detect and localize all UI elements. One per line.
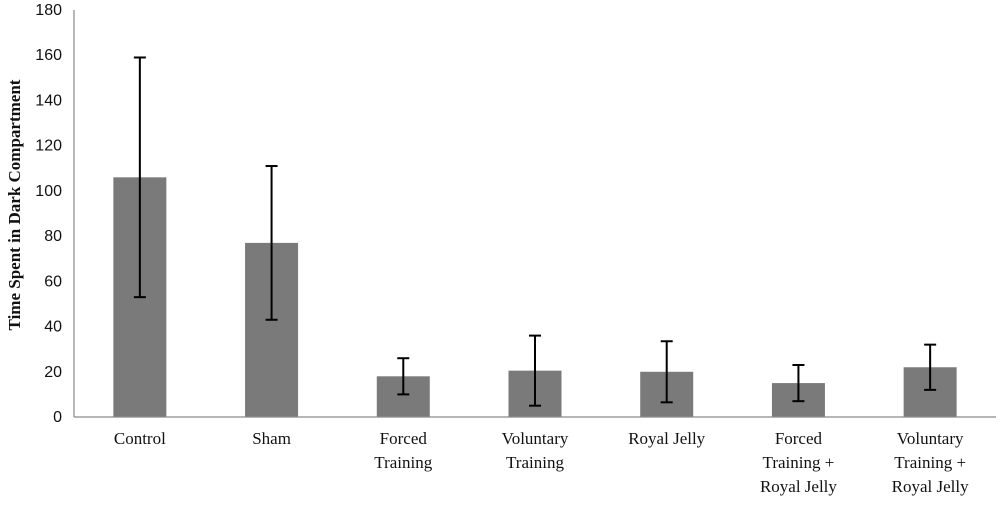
x-category-label: Sham bbox=[252, 429, 291, 448]
x-category-label-line: Training + bbox=[894, 453, 966, 472]
y-tick-label: 80 bbox=[44, 228, 62, 245]
y-tick-label: 20 bbox=[44, 364, 62, 381]
y-tick-labels: 0 20 40 60 80 100 120 140 160 180 bbox=[35, 2, 62, 426]
x-category-label-line: Royal Jelly bbox=[760, 477, 837, 496]
error-bar bbox=[397, 357, 410, 396]
x-category-label-line: Control bbox=[114, 429, 166, 448]
x-category-label-line: Royal Jelly bbox=[628, 429, 705, 448]
error-bar bbox=[924, 343, 937, 391]
x-category-label-line: Sham bbox=[252, 429, 291, 448]
x-category-label: Forced Training + Royal Jelly bbox=[760, 429, 837, 496]
x-category-label-line: Training bbox=[506, 453, 564, 472]
y-tick-label: 0 bbox=[53, 409, 62, 426]
x-category-label-line: Training + bbox=[763, 453, 835, 472]
error-bar bbox=[265, 165, 278, 321]
y-tick-label: 40 bbox=[44, 319, 62, 336]
x-category-label-line: Training bbox=[374, 453, 432, 472]
error-bar bbox=[660, 340, 673, 404]
y-tick-label: 180 bbox=[35, 2, 62, 19]
x-category-label-line: Forced bbox=[380, 429, 428, 448]
x-category-label-line: Voluntary bbox=[897, 429, 964, 448]
y-tick-label: 160 bbox=[35, 47, 62, 64]
error-bar bbox=[792, 363, 805, 403]
y-tick-label: 100 bbox=[35, 183, 62, 200]
y-tick-label: 120 bbox=[35, 138, 62, 155]
x-category-label: Royal Jelly bbox=[628, 429, 705, 448]
x-category-label-line: Voluntary bbox=[502, 429, 569, 448]
x-category-label-line: Forced bbox=[775, 429, 823, 448]
x-category-label: Voluntary Training + Royal Jelly bbox=[892, 429, 969, 496]
error-bars-group bbox=[133, 56, 937, 407]
x-category-label: Forced Training bbox=[374, 429, 432, 472]
error-bar bbox=[133, 56, 146, 299]
y-tick-label: 140 bbox=[35, 92, 62, 109]
x-category-label: Control bbox=[114, 429, 166, 448]
y-tick-label: 60 bbox=[44, 273, 62, 290]
y-axis-title: Time Spent in Dark Compartment bbox=[5, 79, 24, 330]
x-category-label: Voluntary Training bbox=[502, 429, 569, 472]
x-category-labels: Control Sham Forced Training Voluntary Traini… bbox=[114, 429, 969, 496]
x-category-label-line: Royal Jelly bbox=[892, 477, 969, 496]
error-bar bbox=[529, 334, 541, 407]
